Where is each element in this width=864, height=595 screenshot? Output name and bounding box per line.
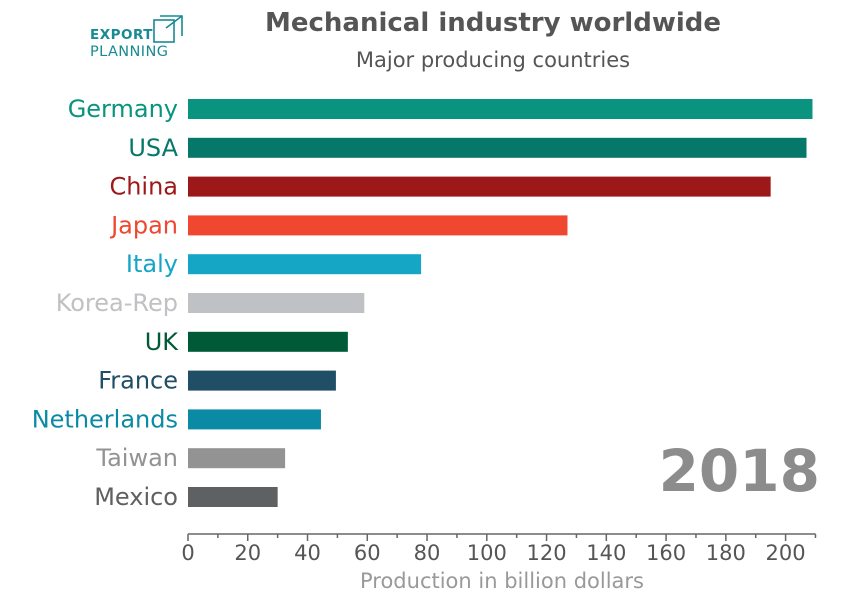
- bar-taiwan: [188, 448, 286, 469]
- bar-germany: [188, 99, 813, 119]
- logo-mark-icon: [153, 15, 183, 43]
- bar-japan: [188, 215, 568, 236]
- logo-text-planning: PLANNING: [90, 44, 169, 60]
- chart-subtitle: Major producing countries: [355, 48, 631, 72]
- x-tick-label-20: 20: [234, 541, 261, 565]
- year-annotation: 2018: [658, 437, 820, 505]
- bar-korea-rep: [188, 293, 365, 313]
- category-label-italy: Italy: [126, 250, 178, 278]
- category-label-netherlands: Netherlands: [32, 405, 178, 433]
- category-label-korea-rep: Korea-Rep: [56, 289, 178, 317]
- bar-netherlands: [188, 409, 321, 430]
- bar-mexico: [188, 487, 278, 507]
- x-tick-label-200: 200: [766, 541, 806, 565]
- category-label-france: France: [98, 367, 178, 395]
- x-tick-label-180: 180: [706, 541, 746, 565]
- x-tick-label-100: 100: [467, 541, 507, 565]
- x-tick-label-80: 80: [414, 541, 441, 565]
- chart-title: Mechanical industry worldwide: [265, 8, 721, 38]
- x-axis-title: Production in billion dollars: [359, 569, 644, 593]
- bar-uk: [188, 331, 348, 352]
- category-label-taiwan: Taiwan: [95, 444, 178, 472]
- x-tick-label-0: 0: [181, 541, 194, 565]
- category-label-china: China: [109, 173, 178, 201]
- logo-text-export: EXPORT: [90, 27, 153, 43]
- category-label-uk: UK: [145, 328, 180, 356]
- bar-france: [188, 370, 336, 391]
- category-label-germany: Germany: [68, 95, 178, 123]
- bar-usa: [188, 137, 807, 158]
- x-tick-label-60: 60: [354, 541, 381, 565]
- bar-italy: [188, 254, 422, 275]
- category-label-usa: USA: [128, 134, 178, 162]
- x-tick-label-140: 140: [586, 541, 626, 565]
- category-label-japan: Japan: [109, 211, 178, 239]
- x-tick-label-160: 160: [646, 541, 686, 565]
- bar-china: [188, 176, 771, 197]
- x-tick-label-120: 120: [527, 541, 567, 565]
- x-tick-label-40: 40: [294, 541, 321, 565]
- category-label-mexico: Mexico: [94, 483, 178, 511]
- export-planning-logo: EXPORT PLANNING: [88, 12, 188, 64]
